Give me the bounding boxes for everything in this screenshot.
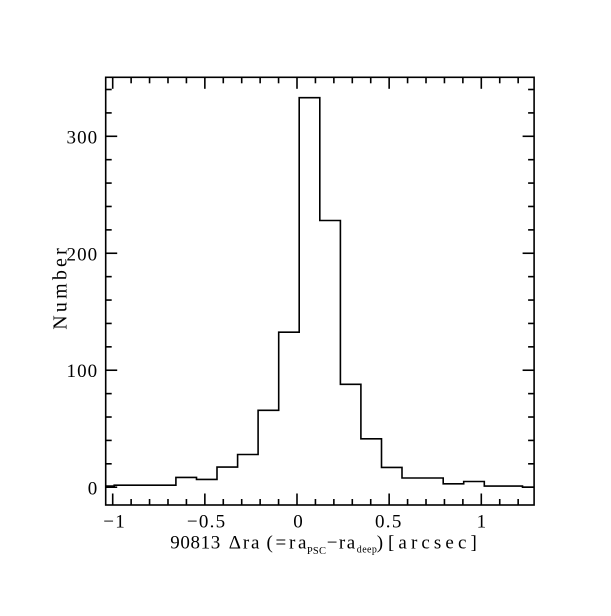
svg-text:0.5: 0.5 <box>375 512 403 533</box>
svg-text:−1: −1 <box>103 512 126 533</box>
svg-text:100: 100 <box>66 361 98 382</box>
svg-text:0: 0 <box>293 512 304 533</box>
svg-text:−ra: −ra <box>327 533 357 554</box>
svg-text:Δra: Δra <box>229 533 261 554</box>
svg-text:deep: deep <box>357 544 377 555</box>
svg-text:(=ra: (=ra <box>267 533 310 554</box>
svg-text:200: 200 <box>66 244 98 265</box>
svg-text:−0.5: −0.5 <box>187 512 227 533</box>
svg-text:1: 1 <box>477 512 488 533</box>
svg-text:Number: Number <box>49 245 71 330</box>
svg-text:PSC: PSC <box>307 546 326 557</box>
svg-text:90813: 90813 <box>170 533 221 554</box>
svg-text:): ) <box>377 533 383 554</box>
svg-text:[arcsec]: [arcsec] <box>388 533 481 554</box>
svg-text:0: 0 <box>88 479 99 500</box>
svg-text:300: 300 <box>66 127 98 148</box>
